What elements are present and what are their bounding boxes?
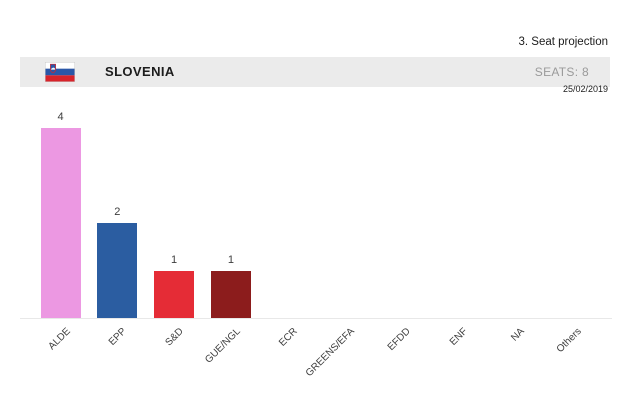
value-label-gue-ngl: 1 [227,253,234,266]
seats-value: 8 [582,65,589,79]
seats-total: SEATS: 8 [535,57,589,87]
chart-title: 3. Seat projection [518,36,608,48]
value-label-s-d: 1 [171,253,178,266]
bar-epp [97,223,138,318]
value-label-epp: 2 [114,206,121,218]
bar-s-d [154,270,195,318]
bar-alde [40,128,81,318]
x-tick-alde: ALDE [46,326,73,353]
projection-date: 25/02/2019 [562,84,608,94]
country-name: SLOVENIA [105,64,175,79]
seats-label: SEATS: [534,65,579,79]
value-label-alde: 4 [57,111,64,123]
bar-gue-ngl [210,270,251,318]
country-header-band: SLOVENIA SEATS: 8 [20,57,610,87]
x-axis-baseline [20,318,612,319]
slovenia-flag-icon [45,62,75,82]
